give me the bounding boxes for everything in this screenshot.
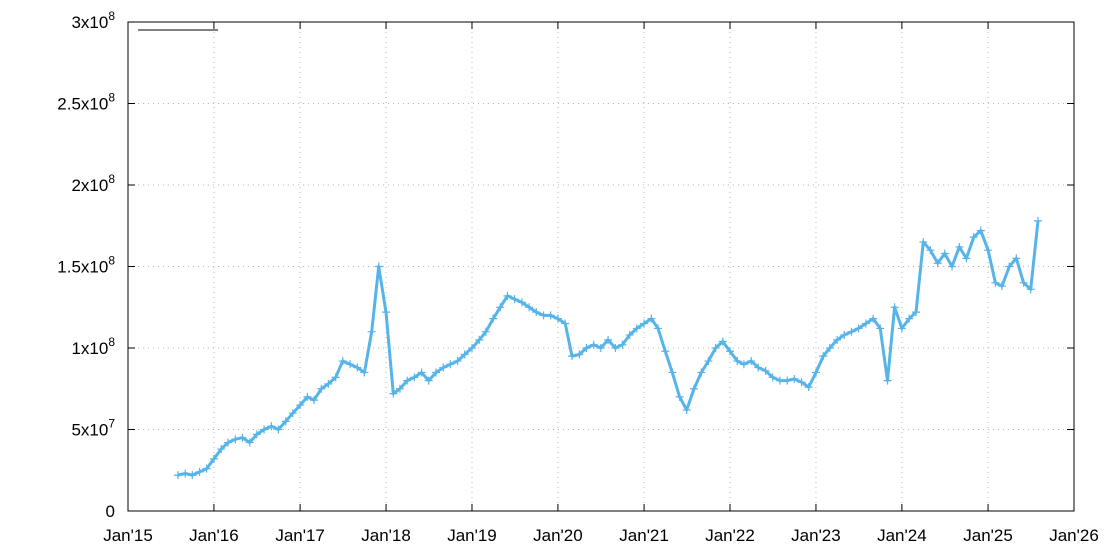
x-tick-label: Jan'24 — [877, 526, 927, 545]
plot-frame — [127, 21, 1075, 512]
x-tick-label: Jan'15 — [103, 526, 153, 545]
y-tick-label: 5x107 — [71, 417, 115, 440]
y-tick-label: 0 — [106, 502, 115, 521]
x-tick-label: Jan'18 — [361, 526, 411, 545]
x-tick-label: Jan'26 — [1049, 526, 1099, 545]
tick-marks — [127, 21, 1075, 512]
x-tick-label: Jan'23 — [791, 526, 841, 545]
x-tick-label: Jan'25 — [963, 526, 1013, 545]
grid-lines — [128, 22, 1074, 511]
x-tick-label: Jan'20 — [533, 526, 583, 545]
y-axis-labels: 0 5x107 1x108 1.5x108 2x108 2.5x108 3x108 — [57, 9, 115, 521]
y-tick-label: 3x108 — [71, 9, 115, 32]
trend-line — [177, 220, 1040, 477]
x-tick-label: Jan'16 — [189, 526, 239, 545]
y-tick-label: 2x108 — [71, 172, 115, 195]
y-tick-label: 1x108 — [71, 335, 115, 358]
x-tick-label: Jan'22 — [705, 526, 755, 545]
series-line — [177, 220, 1040, 477]
x-tick-label: Jan'19 — [447, 526, 497, 545]
x-axis-labels: Jan'15 Jan'16 Jan'17 Jan'18 Jan'19 Jan'20 Jan'… — [103, 526, 1099, 545]
data-points — [173, 216, 1042, 480]
x-tick-label: Jan'21 — [619, 526, 669, 545]
y-tick-label: 2.5x108 — [57, 91, 115, 114]
x-tick-label: Jan'17 — [275, 526, 325, 545]
y-tick-label: 1.5x108 — [57, 254, 115, 277]
